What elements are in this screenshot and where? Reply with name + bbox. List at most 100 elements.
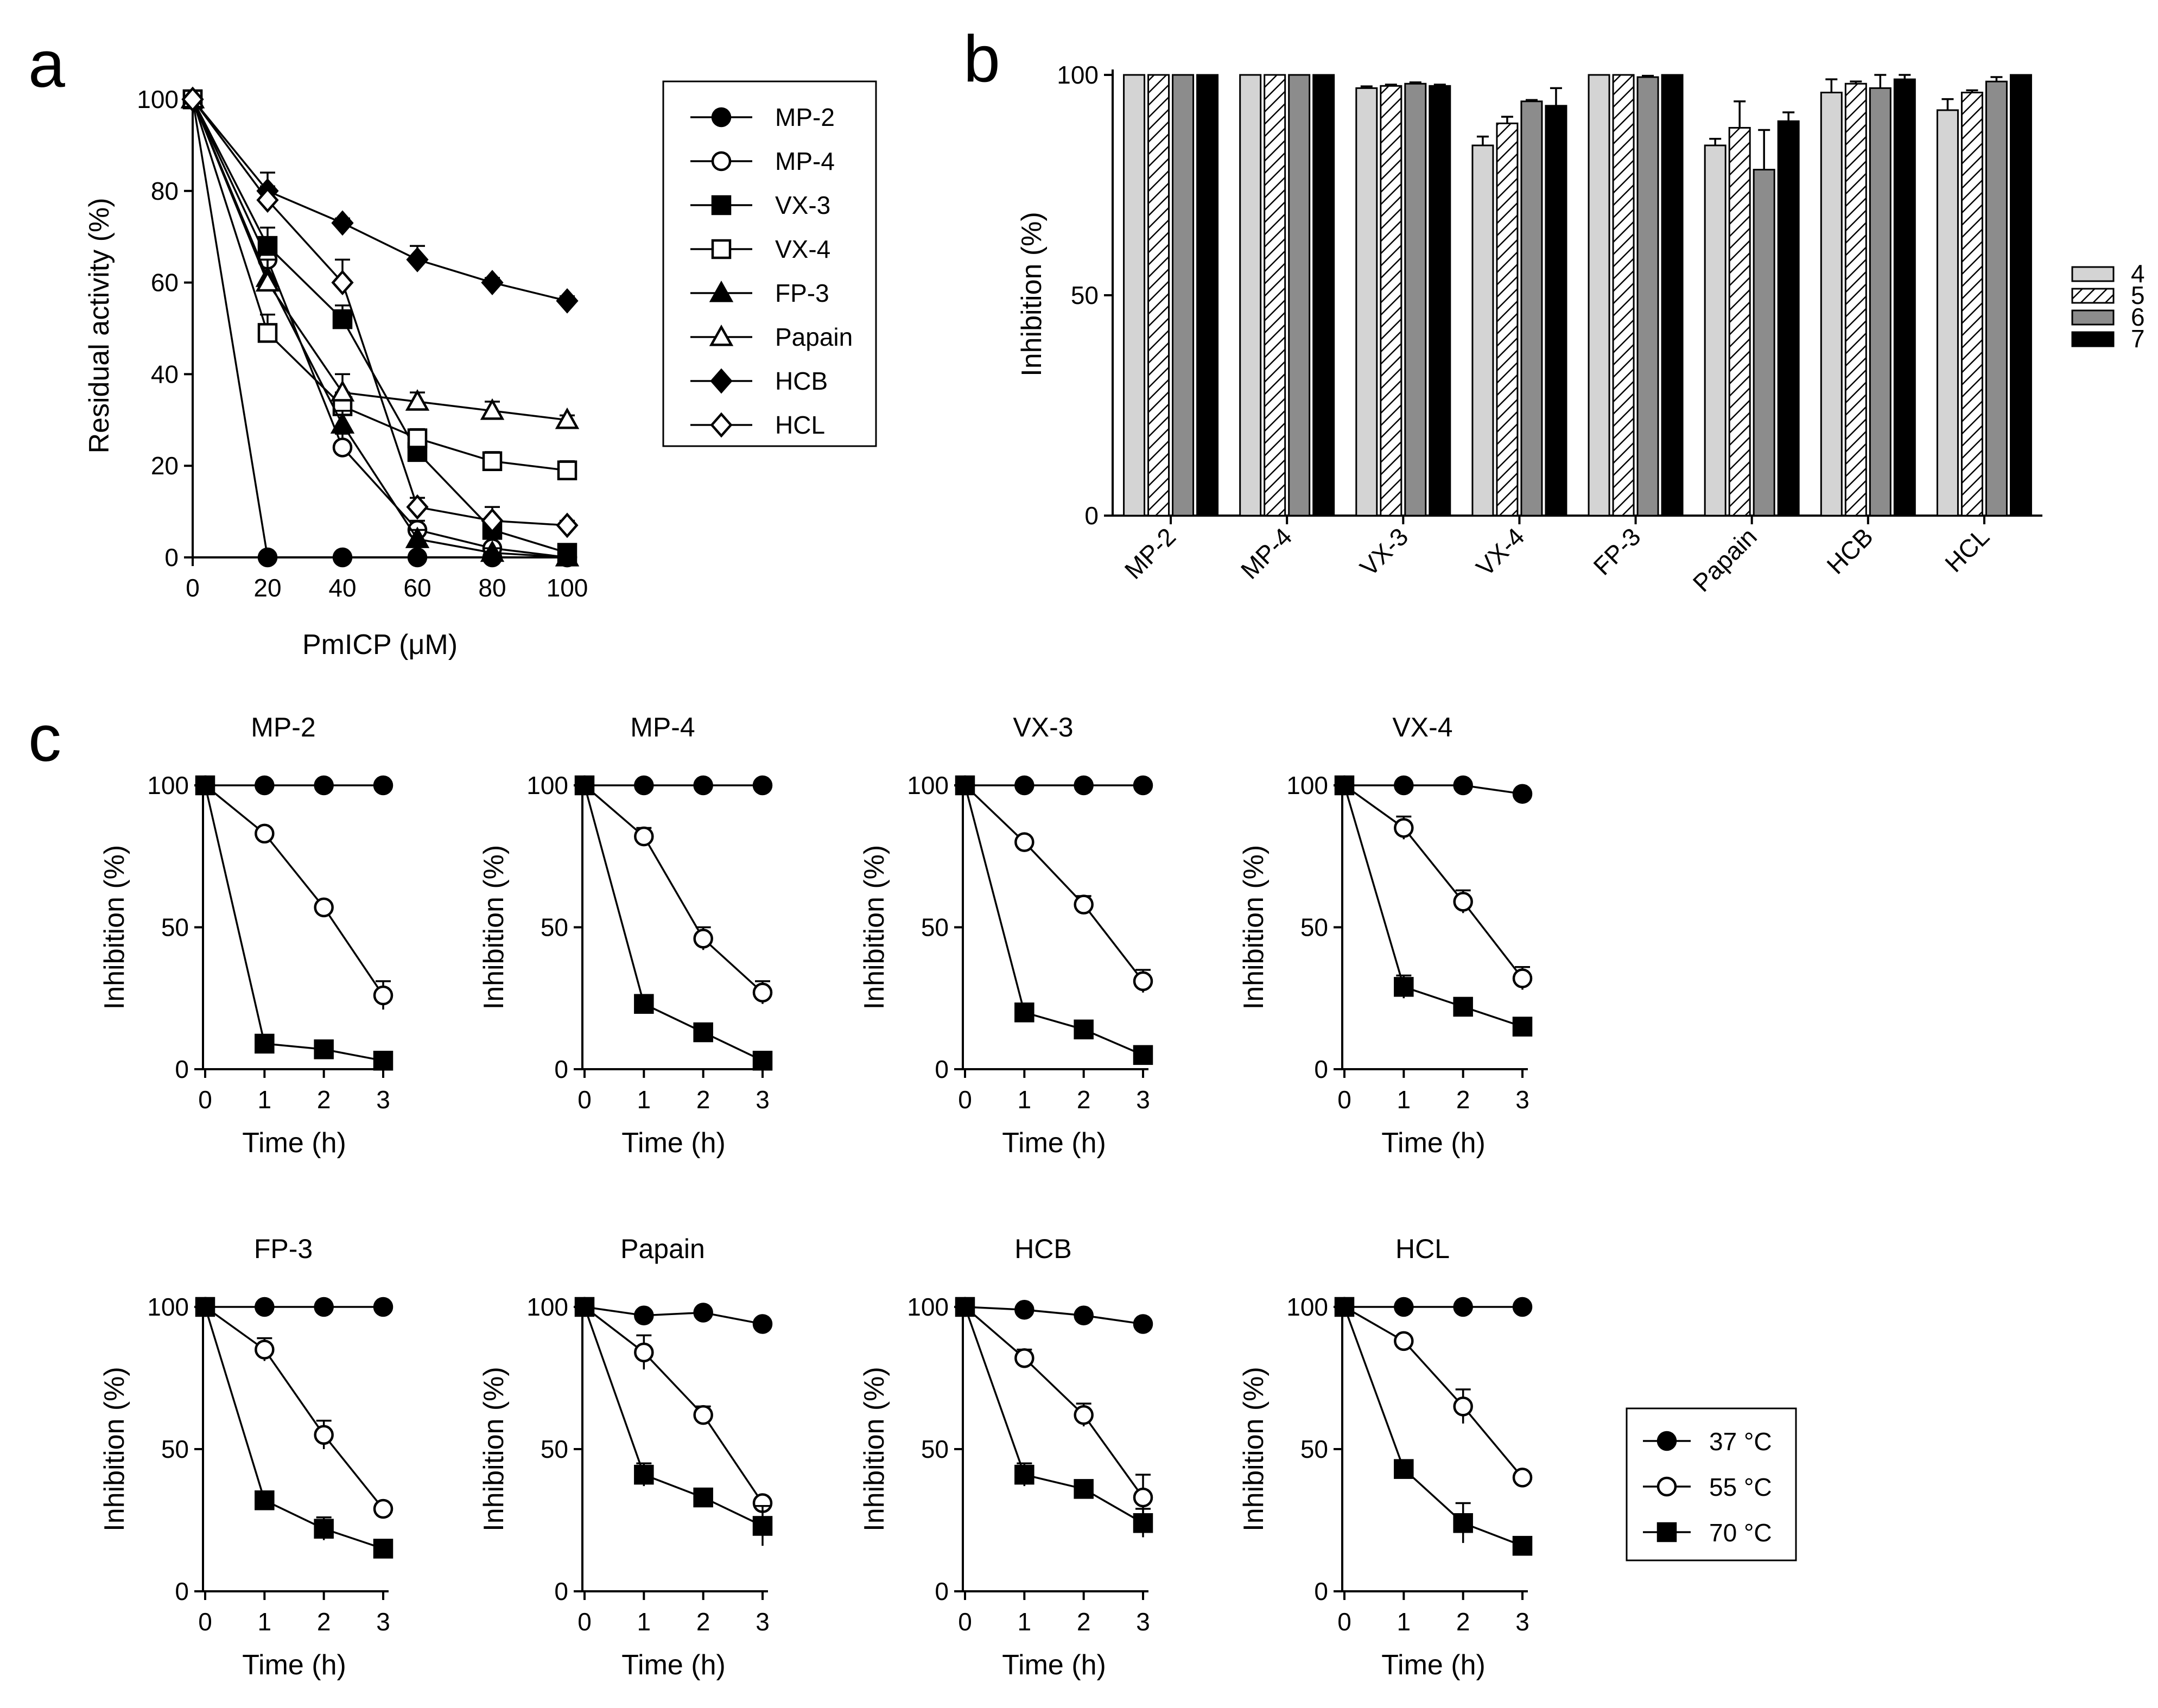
panel-c-chart-vx-4: VX-4 0 50 100 0 1 2 3 Time (h) Inhibition (%) (1238, 712, 1533, 1159)
panel-c-point (255, 1339, 275, 1360)
panel-c-legend-entry: 37 °C (1643, 1427, 1772, 1456)
panel-b-bar-mp-2-5 (1147, 74, 1170, 517)
panel-c-xtick-label: 2 (317, 1608, 331, 1636)
panel-b-bar-hcl-7 (2009, 74, 2032, 517)
panel-c-point (314, 897, 334, 918)
panel-b-legend-swatch (2071, 331, 2115, 347)
panel-c-point (1453, 1513, 1473, 1533)
panel-a-legend-entry: HCL (690, 411, 825, 439)
panel-a-legend-label: HCL (775, 411, 825, 439)
panel-a-line-fp-3 (192, 99, 568, 558)
panel-c-xtick-label: 1 (1397, 1608, 1411, 1636)
panel-c-ytick-label: 100 (147, 771, 189, 799)
panel-c-point (634, 826, 654, 847)
panel-a-xlabel: PmICP (μM) (302, 629, 458, 661)
panel-c-xlabel: Time (h) (1002, 1127, 1106, 1159)
panel-c-xtick-label: 0 (577, 1085, 592, 1114)
panel-c-line (1344, 784, 1523, 795)
panel-a-ytick-label: 0 (164, 543, 179, 572)
panel-c-point (1014, 1464, 1034, 1485)
panel-a-legend-entry: VX-3 (690, 191, 830, 219)
panel-c-point (314, 1519, 334, 1539)
panel-b-ytick-label: 0 (1084, 501, 1099, 530)
panel-c-point (752, 1516, 773, 1536)
panel-c-point (1453, 892, 1473, 912)
panel-a-ytick-label: 40 (151, 360, 179, 388)
panel-a-legend-entry: HCB (690, 367, 828, 395)
panel-b-bar-hcb-7 (1893, 78, 1916, 517)
panel-c-xtick-label: 0 (198, 1608, 212, 1636)
panel-c-line (583, 785, 763, 1062)
panel-b-group-mp-2 (1123, 74, 1219, 517)
panel-b-bar-hcb-4 (1820, 91, 1843, 517)
panel-c-xlabel: Time (h) (621, 1649, 726, 1681)
panel-c-line (964, 1306, 1144, 1499)
panel-c-legend-marker (1656, 1522, 1677, 1542)
panel-a-point-mp-4 (332, 437, 353, 458)
panel-c-series-70-c (955, 1297, 1153, 1538)
panel-c-line (583, 1306, 763, 1527)
panel-c-series-37-c (195, 775, 393, 796)
panel-c-chart-title: MP-4 (630, 712, 695, 742)
panel-a-legend-entry: FP-3 (690, 279, 829, 307)
panel-c-ytick-label: 50 (1300, 1435, 1328, 1463)
panel-c-series-70-c (574, 775, 773, 1071)
panel-c-point (1512, 1468, 1533, 1488)
panel-b-error-bar (1850, 80, 1862, 84)
panel-a-line-papain (192, 99, 568, 421)
panel-c-ylabel: Inhibition (%) (99, 845, 130, 1009)
panel-c-xlabel: Time (h) (621, 1127, 726, 1159)
panel-c-chart-title: Papain (620, 1234, 705, 1264)
panel-c-series-37-c (1334, 775, 1533, 804)
panel-c-point (255, 1490, 275, 1510)
panel-b-category-label: VX-3 (1354, 522, 1413, 581)
panel-a-point-hcl (406, 494, 429, 520)
panel-c-point (1394, 775, 1414, 796)
panel-c-xlabel: Time (h) (242, 1127, 346, 1159)
panel-a-point-vx-4 (557, 460, 577, 480)
panel-a-point-papain (555, 407, 580, 429)
panel-c-point (1453, 1396, 1473, 1417)
panel-a-line-hcl (192, 98, 568, 526)
panel-a-point-vx-4 (257, 323, 278, 343)
panel-b-bar-hcl-5 (1960, 91, 1983, 517)
panel-b-group-hcb (1820, 74, 1916, 517)
panel-c-point (373, 775, 393, 796)
panel-a-legend-entry: Papain (690, 323, 853, 351)
panel-b-bar-vx-3-6 (1404, 82, 1427, 517)
panel-c-ytick-label: 100 (1286, 1293, 1328, 1321)
panel-c-point (1133, 1487, 1153, 1508)
panel-a-legend-entry: VX-4 (690, 235, 830, 263)
panel-c-line (964, 1306, 1144, 1524)
panel-c-xtick-label: 2 (1456, 1085, 1470, 1114)
panel-a-legend-marker (709, 325, 734, 346)
panel-c-point (373, 985, 393, 1006)
panel-c-point (1074, 1405, 1094, 1425)
panel-a-letter: a (28, 27, 65, 101)
panel-c-point (314, 1297, 334, 1317)
panel-c-point (693, 1303, 713, 1323)
panel-b-bar-papain-4 (1704, 144, 1727, 517)
panel-c-ytick-label: 50 (161, 1435, 189, 1463)
panel-a-legend-marker (710, 412, 733, 438)
panel-c-point (1512, 1017, 1533, 1037)
panel-c-series-37-c (574, 1297, 773, 1334)
panel-b-category-label: MP-2 (1119, 522, 1181, 584)
panel-c-ytick-label: 0 (175, 1055, 189, 1083)
panel-c-chart-title: VX-3 (1013, 712, 1073, 742)
panel-c-point (693, 1022, 713, 1043)
panel-b-bar-mp-4-4 (1239, 74, 1262, 517)
panel-a-point-vx-4 (407, 428, 428, 448)
panel-b-error-bar (1966, 89, 1978, 93)
panel-c-point (1133, 971, 1153, 992)
panel-c-xtick-label: 1 (637, 1085, 651, 1114)
panel-c-xtick-label: 1 (258, 1608, 272, 1636)
panel-c-point (634, 775, 654, 796)
panel-c-point (752, 1314, 773, 1334)
panel-c-line (583, 1306, 764, 1504)
panel-c-xtick-label: 2 (1077, 1085, 1091, 1114)
panel-c-point (1394, 977, 1414, 997)
panel-c-line (584, 1306, 763, 1325)
panel-c-chart-mp-2: MP-2 0 50 100 0 1 2 3 Time (h) Inhibition (%) (99, 712, 393, 1159)
